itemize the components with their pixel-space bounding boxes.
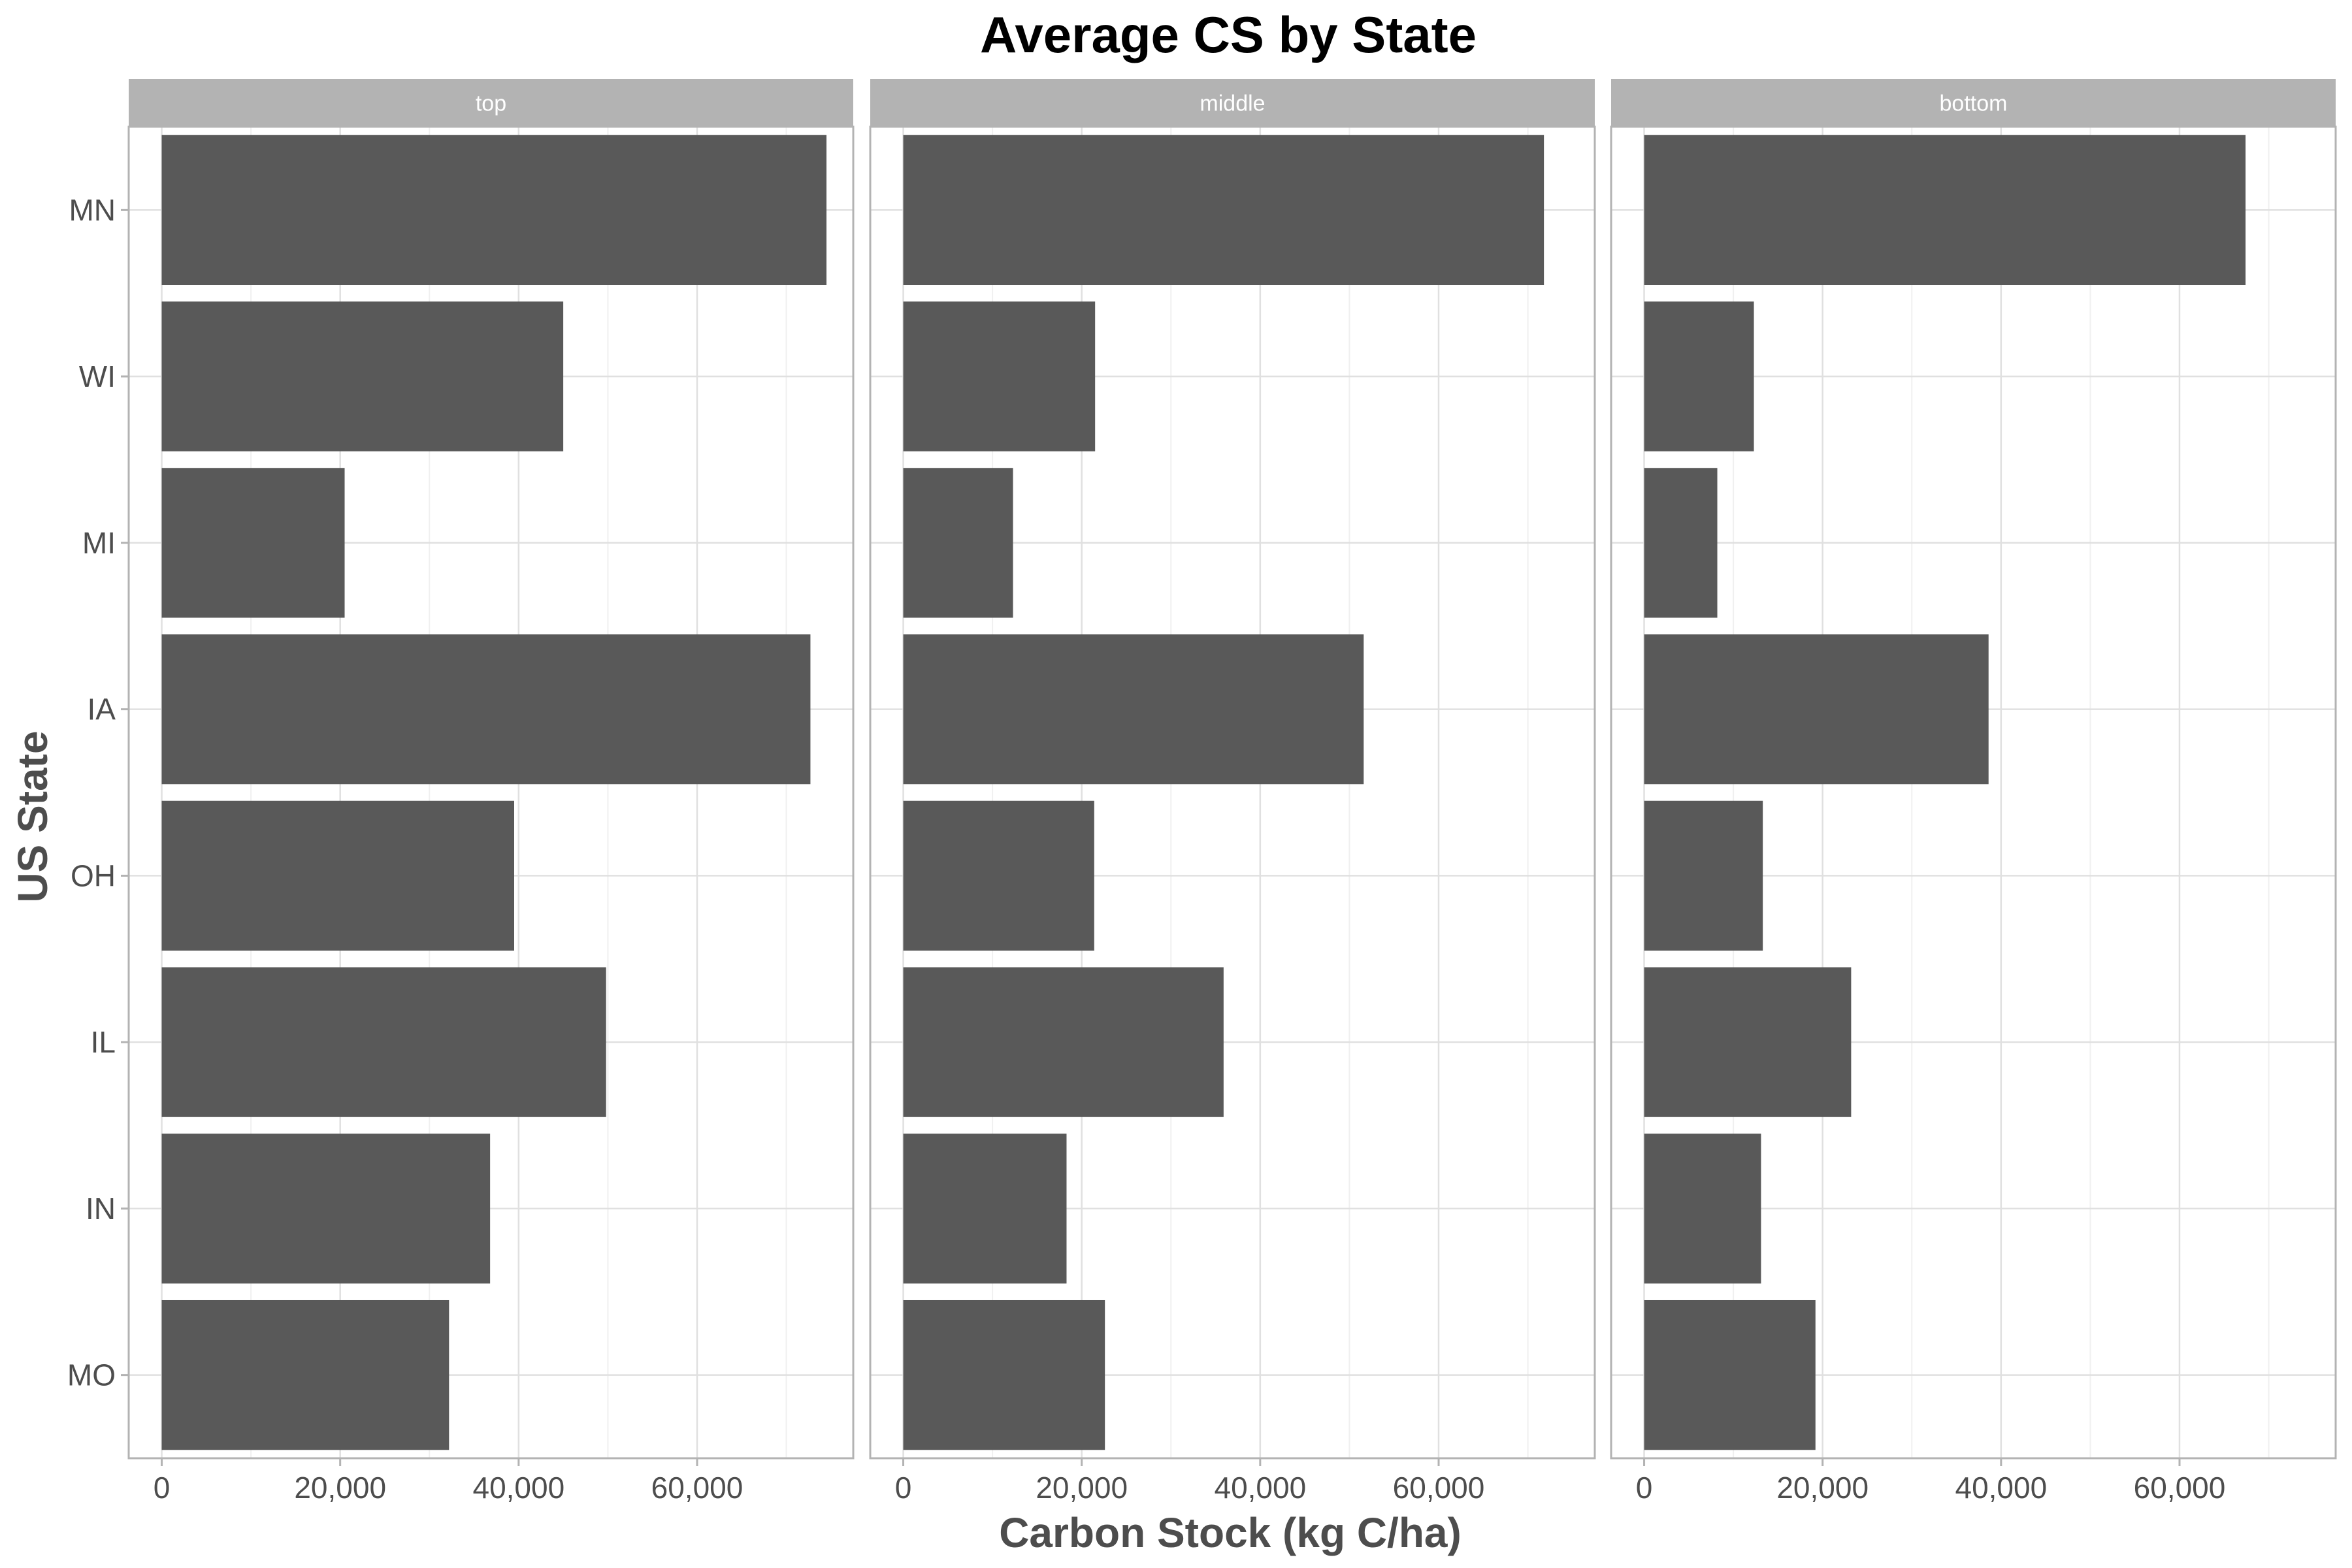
facet-strip: [870, 79, 1595, 127]
bar-middle-mn: [903, 135, 1544, 286]
facet-strip-label: top: [476, 91, 506, 116]
x-tick-label: 40,000: [1955, 1471, 2047, 1505]
y-tick-label: IN: [86, 1192, 116, 1226]
bar-bottom-in: [1644, 1134, 1761, 1284]
bar-top-oh: [161, 800, 515, 951]
bar-top-mn: [161, 135, 827, 286]
facet-strip-label: middle: [1200, 91, 1265, 116]
x-tick-label: 0: [1636, 1471, 1653, 1505]
x-tick-label: 60,000: [1393, 1471, 1485, 1505]
y-tick-label: IL: [91, 1025, 116, 1059]
bar-middle-il: [903, 967, 1224, 1117]
bar-top-wi: [161, 301, 564, 451]
facet-strip: [1611, 79, 2336, 127]
facet-panel-bottom: bottom 0 20,000 40,000 60,000: [1610, 79, 2337, 1505]
y-tick-label: MO: [67, 1358, 116, 1392]
x-tick-label: 20,000: [1036, 1471, 1128, 1505]
bar-middle-oh: [903, 800, 1094, 951]
x-axis-title: Carbon Stock (kg C/ha): [999, 1509, 1462, 1556]
bar-middle-wi: [903, 301, 1096, 451]
bar-top-mo: [161, 1299, 449, 1450]
y-tick-label: MI: [82, 526, 116, 560]
bar-top-in: [161, 1134, 491, 1284]
bar-middle-in: [903, 1134, 1067, 1284]
x-tick-label: 20,000: [1776, 1471, 1869, 1505]
x-tick-label: 60,000: [2134, 1471, 2226, 1505]
x-tick-label: 0: [154, 1471, 171, 1505]
y-tick-label: IA: [88, 693, 116, 727]
x-tick-label: 20,000: [294, 1471, 386, 1505]
facet-strip-label: bottom: [1940, 91, 2008, 116]
y-tick-label: WI: [79, 359, 116, 393]
y-axis: MN WI MI IA OH IL IN MO: [67, 193, 129, 1392]
facet-panels: top 0 20,000 40,000 60,000 middle 0 20,000 40,00…: [127, 79, 2337, 1505]
bar-top-ia: [161, 634, 811, 785]
x-tick-label: 40,000: [472, 1471, 564, 1505]
facet-strip: [129, 79, 853, 127]
bar-middle-ia: [903, 634, 1364, 785]
bar-bottom-oh: [1644, 800, 1763, 951]
x-tick-label: 60,000: [651, 1471, 743, 1505]
bar-top-il: [161, 967, 606, 1117]
bar-bottom-mi: [1644, 468, 1718, 618]
bar-bottom-ia: [1644, 634, 1989, 785]
facet-panel-top: top 0 20,000 40,000 60,000: [127, 79, 855, 1505]
y-axis-title: US State: [9, 730, 56, 902]
y-tick-label: MN: [69, 193, 116, 227]
bar-bottom-wi: [1644, 301, 1754, 451]
facet-panel-middle: middle 0 20,000 40,000 60,000: [869, 79, 1596, 1505]
bar-bottom-il: [1644, 967, 1852, 1117]
x-tick-label: 40,000: [1214, 1471, 1306, 1505]
bar-bottom-mo: [1644, 1299, 1816, 1450]
x-tick-label: 0: [895, 1471, 912, 1505]
chart-title: Average CS by State: [980, 6, 1477, 63]
bar-bottom-mn: [1644, 135, 2246, 286]
bar-middle-mo: [903, 1299, 1105, 1450]
bar-middle-mi: [903, 468, 1013, 618]
y-tick-label: OH: [71, 858, 116, 892]
bar-top-mi: [161, 468, 345, 618]
